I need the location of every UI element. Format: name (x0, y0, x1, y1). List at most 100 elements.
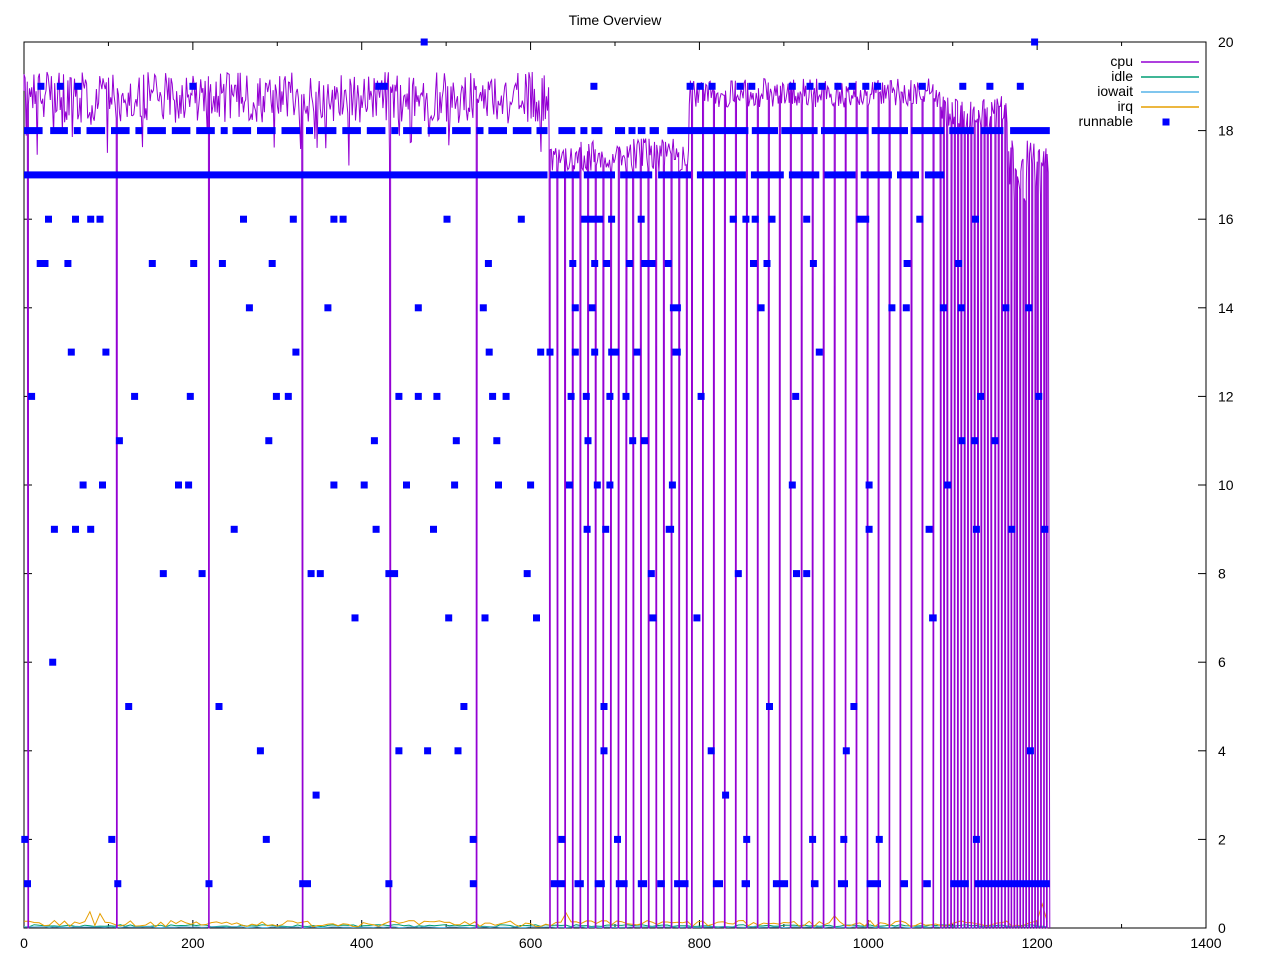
runnable-point (190, 260, 198, 267)
runnable-point (708, 82, 716, 90)
runnable-dash (641, 260, 656, 267)
runnable-point (218, 260, 226, 267)
runnable-point (537, 348, 545, 356)
runnable-dash (897, 171, 919, 179)
runnable-point (729, 215, 737, 223)
runnable-dash (591, 127, 603, 135)
legend-label-runnable: runnable (1079, 113, 1134, 129)
runnable-point (818, 82, 826, 90)
runnable-point (748, 82, 756, 90)
runnable-point (1016, 82, 1024, 90)
runnable-dash (860, 171, 892, 179)
runnable-point (588, 304, 596, 312)
runnable-dash (114, 880, 122, 888)
runnable-point (1041, 525, 1049, 533)
runnable-dash (342, 127, 361, 135)
runnable-dash (147, 127, 166, 135)
y-tick-label: 16 (1218, 211, 1234, 227)
runnable-dash (24, 127, 43, 135)
runnable-point (608, 215, 616, 223)
runnable-dash (696, 171, 746, 179)
runnable-point (443, 215, 451, 223)
runnable-point (481, 614, 489, 622)
runnable-point (862, 82, 870, 90)
runnable-point (284, 392, 292, 400)
runnable-point (751, 215, 759, 223)
runnable-dash (672, 348, 681, 356)
runnable-dash (317, 127, 337, 135)
runnable-dash (220, 127, 228, 135)
runnable-point (768, 215, 776, 223)
runnable-point (21, 835, 29, 843)
runnable-dash (306, 127, 313, 135)
runnable-point (600, 747, 608, 755)
runnable-point (74, 82, 82, 90)
series-runnable (21, 38, 1050, 888)
runnable-point (268, 260, 276, 267)
runnable-point (972, 525, 980, 533)
runnable-point (265, 437, 273, 445)
runnable-point (339, 215, 347, 223)
runnable-point (489, 392, 497, 400)
runnable-point (763, 260, 771, 267)
runnable-point (971, 437, 979, 445)
runnable-point (469, 835, 477, 843)
runnable-point (939, 304, 947, 312)
x-tick-label: 600 (519, 935, 543, 951)
runnable-dash (452, 127, 471, 135)
runnable-point (591, 260, 599, 267)
runnable-point (600, 703, 608, 710)
runnable-dash (581, 215, 604, 223)
runnable-point (351, 614, 359, 622)
runnable-point (330, 215, 338, 223)
runnable-point (571, 304, 579, 312)
runnable-point (803, 570, 811, 578)
runnable-point (972, 835, 980, 843)
runnable-point (593, 481, 601, 489)
runnable-point (991, 437, 999, 445)
y-tick-label: 20 (1218, 34, 1234, 50)
runnable-dash (837, 880, 848, 888)
runnable-point (590, 82, 598, 90)
runnable-point (1031, 38, 1039, 46)
runnable-point (330, 481, 338, 489)
runnable-dash (111, 127, 130, 135)
runnable-point (485, 348, 493, 356)
runnable-point (189, 82, 197, 90)
runnable-point (307, 570, 315, 578)
runnable-dash (950, 880, 969, 888)
series-irq (23, 902, 1048, 928)
runnable-dash (657, 880, 665, 888)
runnable-point (102, 348, 110, 356)
x-tick-label: 1000 (853, 935, 884, 951)
runnable-point (809, 260, 817, 267)
runnable-dash (558, 127, 576, 135)
runnable-dash (615, 880, 628, 888)
runnable-dash (866, 880, 881, 888)
runnable-point (888, 304, 896, 312)
runnable-point (452, 437, 460, 445)
runnable-dash (1010, 127, 1050, 135)
runnable-dash (750, 171, 784, 179)
runnable-point (433, 392, 441, 400)
runnable-point (602, 525, 610, 533)
runnable-point (262, 835, 270, 843)
runnable-point (479, 304, 487, 312)
runnable-point (865, 525, 873, 533)
runnable-point (460, 703, 468, 710)
runnable-dash (257, 127, 276, 135)
runnable-point (641, 437, 648, 445)
x-tick-label: 800 (688, 935, 712, 951)
runnable-point (757, 304, 765, 312)
runnable-point (527, 481, 535, 489)
runnable-point (834, 82, 842, 90)
runnable-point (454, 747, 462, 755)
y-tick-label: 4 (1218, 743, 1226, 759)
runnable-point (842, 747, 850, 755)
runnable-point (567, 392, 575, 400)
runnable-dash (86, 127, 106, 135)
runnable-dash (385, 570, 399, 578)
runnable-dash (583, 171, 615, 179)
